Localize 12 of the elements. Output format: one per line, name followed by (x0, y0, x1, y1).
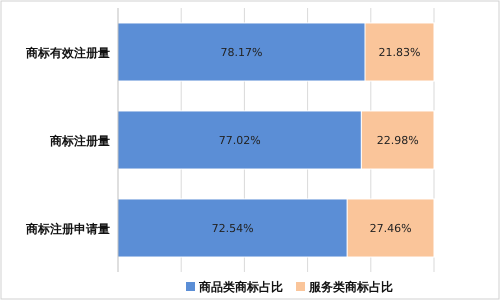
series-label: 商品类商标占比 (198, 280, 283, 294)
data-label: 78.17% (220, 46, 262, 59)
legend: 商品类商标占比 服务类商标占比 (186, 280, 393, 294)
y-tick-label: 商标有效注册量 (25, 46, 110, 60)
legend-label: 服务类商标占比 (308, 280, 393, 294)
y-tick-label: 商标注册申请量 (25, 222, 110, 236)
y-tick-label: 商标注册量 (49, 134, 110, 148)
data-label: 22.98% (376, 134, 419, 147)
data-label: 77.02% (218, 134, 261, 147)
data-label: 27.46% (370, 222, 412, 235)
data-label: 72.54% (212, 222, 254, 235)
data-label: 21.83% (378, 46, 420, 59)
